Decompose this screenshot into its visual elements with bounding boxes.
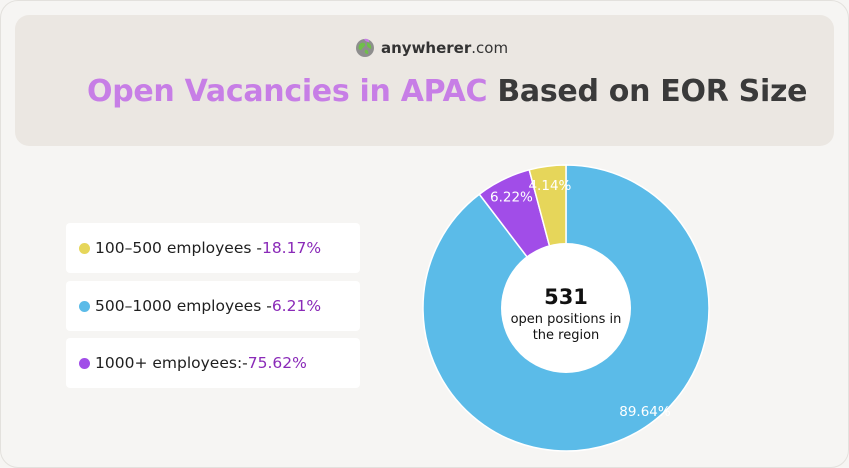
legend-dot-purple <box>79 357 90 369</box>
title-rest: Based on EOR Size <box>487 74 808 109</box>
legend-item-1000-plus: 1000+ employees:- 75.62% <box>66 338 360 388</box>
brand-name: anywherer.com <box>381 39 508 57</box>
page-title: Open Vacancies in APAC Based on EOR Size <box>87 74 807 109</box>
title-accent: Open Vacancies in APAC <box>87 74 488 109</box>
header-banner <box>15 15 834 146</box>
center-caption-line2: the region <box>533 328 600 343</box>
legend-value: 18.17% <box>261 239 322 257</box>
brand: anywherer.com <box>355 37 508 59</box>
legend-dot-blue <box>79 300 90 312</box>
brand-name-rest: .com <box>471 39 509 57</box>
slice-labels: 89.64% 6.22%4.14% <box>490 178 671 420</box>
legend-label: 1000+ employees:- <box>95 354 248 372</box>
globe-leaf-logo-icon <box>356 38 374 57</box>
legend-value: 75.62% <box>247 354 307 372</box>
slice-label-1: 6.22% <box>490 190 533 206</box>
slice-label-2: 4.14% <box>528 178 571 194</box>
center-total: 531 <box>544 285 588 309</box>
brand-name-bold: anywherer <box>381 39 472 57</box>
donut-hole <box>501 243 631 373</box>
legend-label: 100–500 employees - <box>95 239 262 257</box>
legend-item-100-500: 100–500 employees - 18.17% <box>66 223 360 273</box>
legend-dot-yellow <box>79 242 90 254</box>
legend-item-500-1000: 500–1000 employees - 6.21% <box>66 281 360 331</box>
legend-label: 500–1000 employees - <box>95 297 272 315</box>
slice-label-0: 89.64% <box>619 404 671 420</box>
center-caption-line1: open positions in <box>511 312 622 327</box>
legend-value: 6.21% <box>271 297 322 315</box>
